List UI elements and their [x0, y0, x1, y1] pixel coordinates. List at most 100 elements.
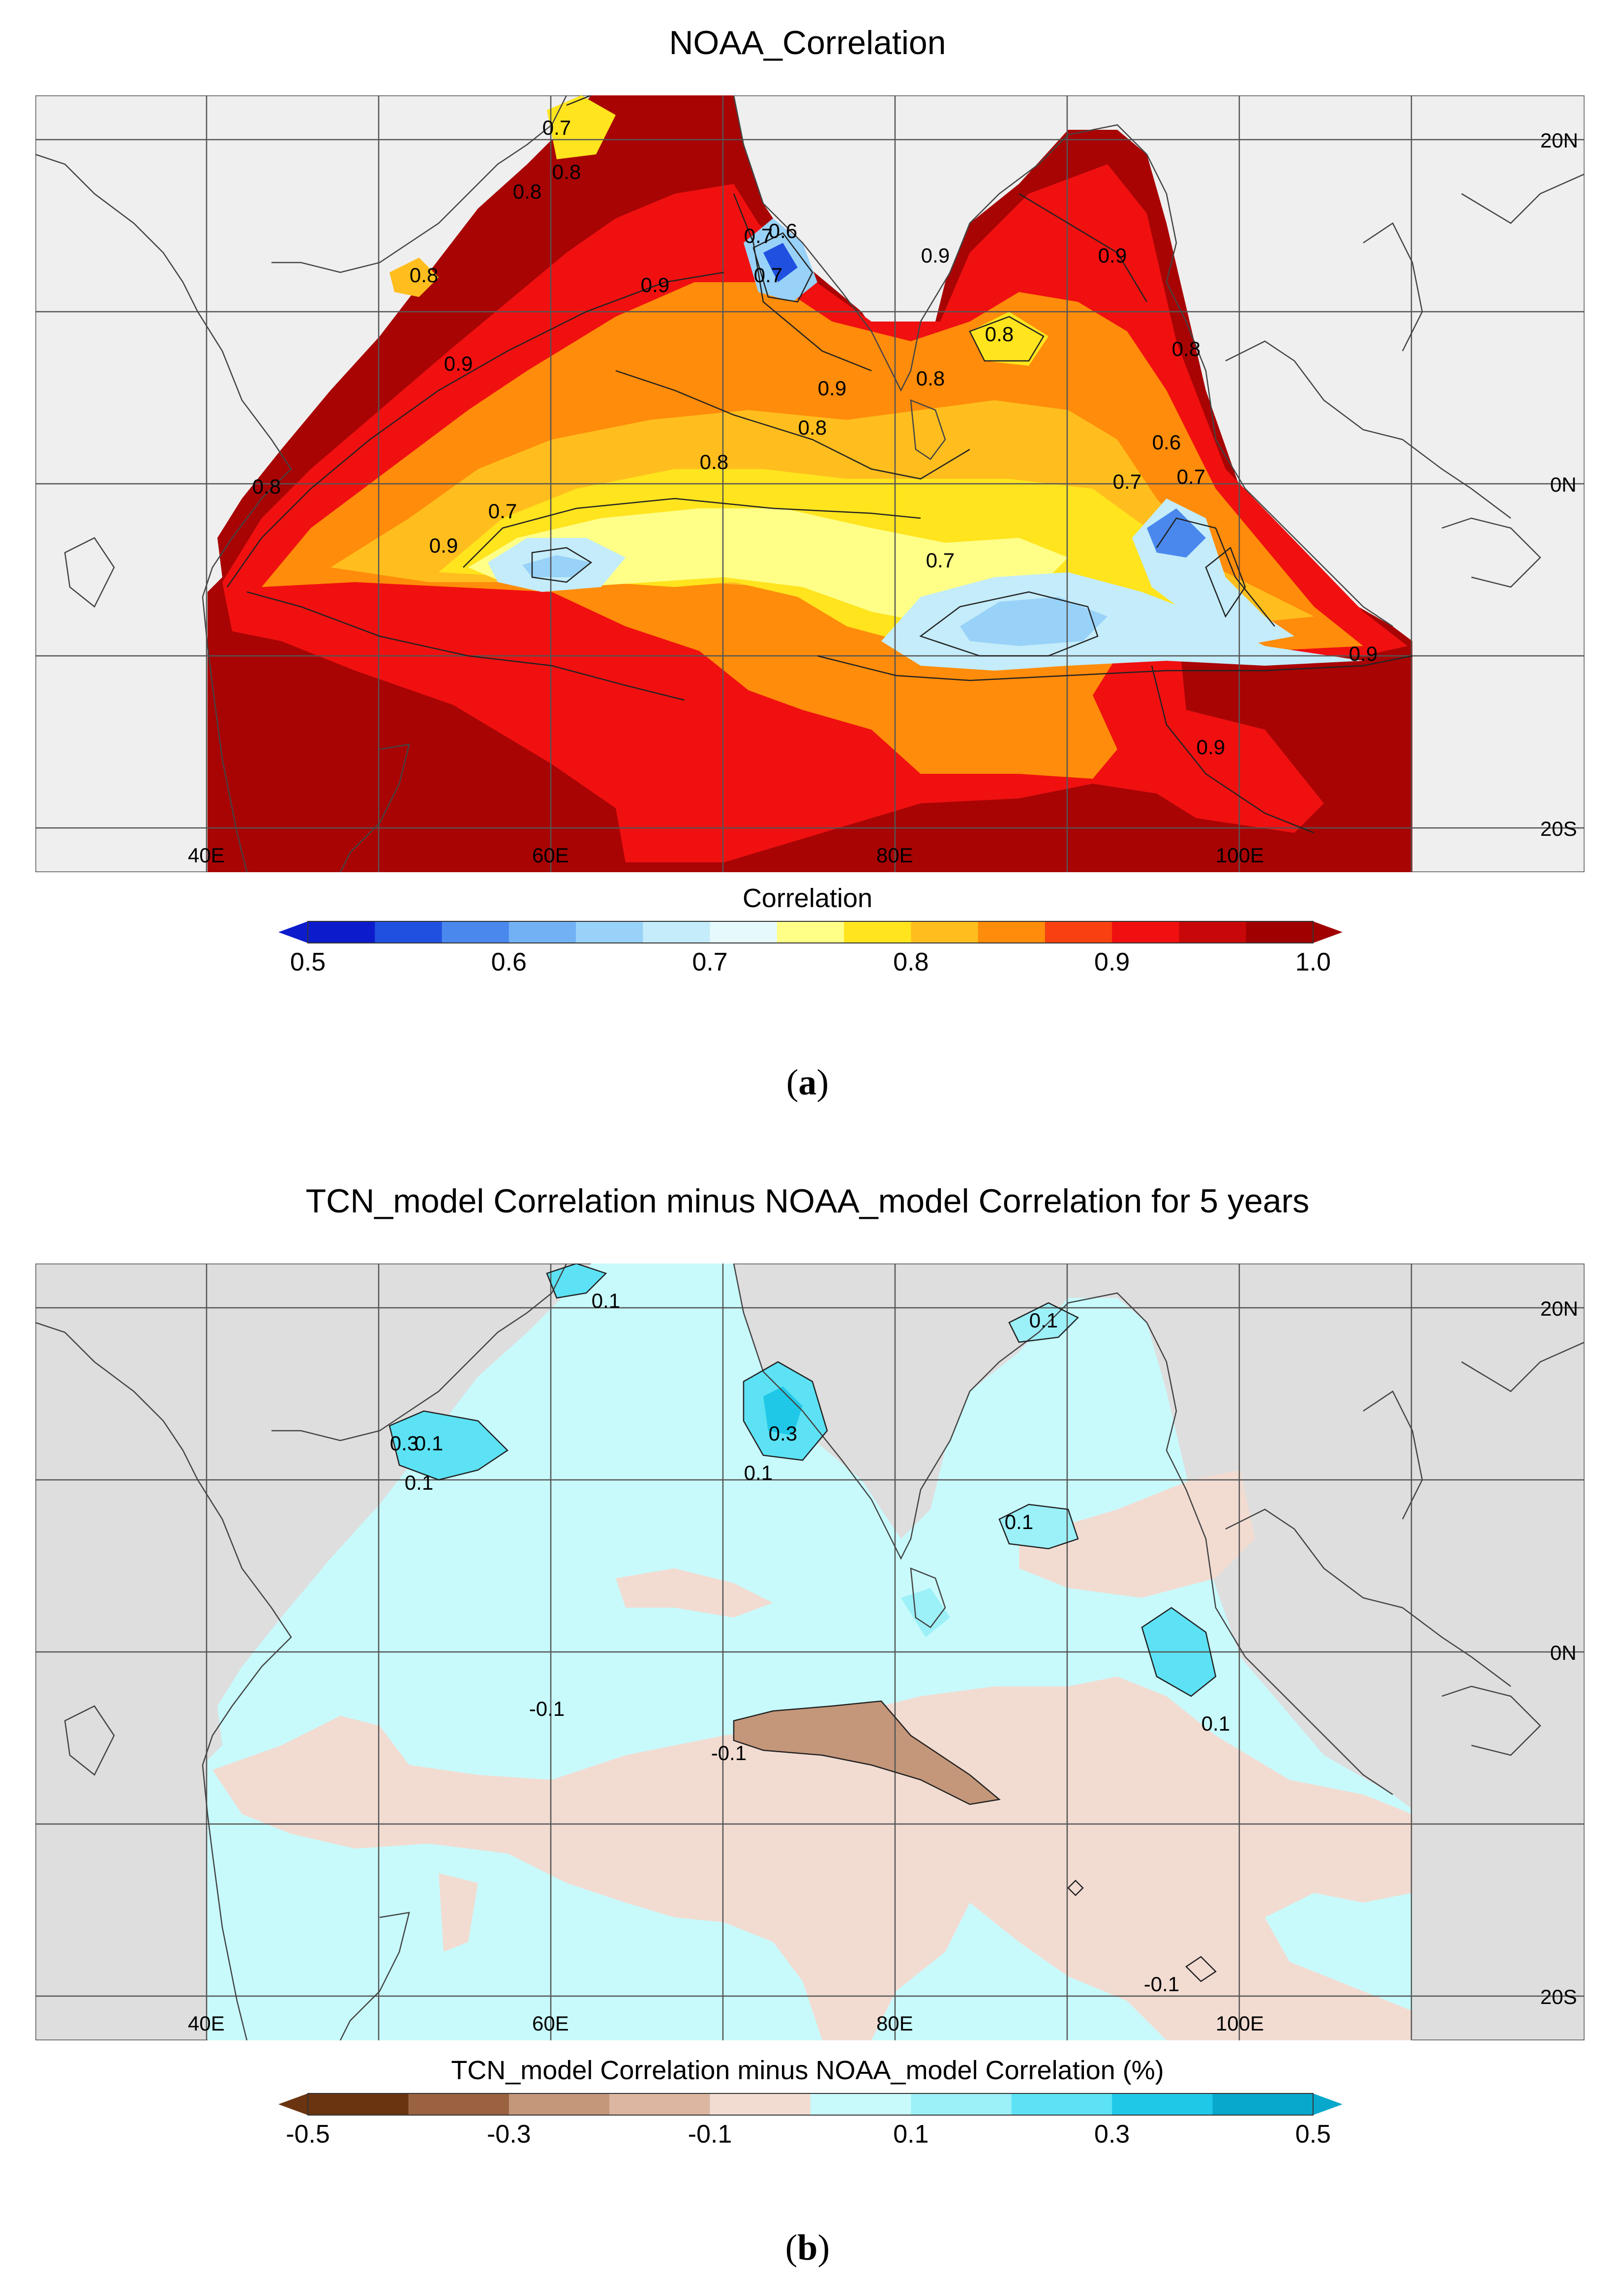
colorbar-swatch	[442, 921, 509, 943]
caption-letter: a	[798, 1062, 817, 1103]
contour-label: 0.1	[415, 1432, 443, 1455]
lon-label: 80E	[876, 844, 913, 867]
colorbar-tick-label: 0.1	[893, 2120, 928, 2149]
contour-label: -0.1	[529, 1697, 565, 1720]
difference-map: 0.1 0.1 0.3 0.1 0.1 0.3 0.1 0.1 -0.1 -0.…	[35, 1264, 1585, 2040]
contour-label: 0.1	[1005, 1510, 1033, 1533]
colorbar-swatch	[1112, 921, 1179, 943]
pos-bay	[999, 1504, 1078, 1549]
colorbar-outline	[307, 2093, 1314, 2116]
colorbar-tick-label: -0.5	[286, 2120, 330, 2149]
colorbar-swatch	[911, 2093, 1012, 2115]
colorbar-swatch	[1045, 921, 1112, 943]
colorbar-swatch	[408, 2093, 509, 2115]
contour-label: 0.9	[818, 377, 846, 400]
contour-label-group: 0.7 0.8 0.8 0.8 0.7 0.6 0.7 0.8 0.9 0.9 …	[252, 116, 1377, 759]
grid-lines	[35, 1264, 1585, 2040]
contour-label: 0.8	[798, 416, 827, 439]
contour-label: 0.8	[700, 450, 728, 473]
lon-label: 100E	[1216, 2012, 1264, 2035]
contour-label: 0.8	[410, 264, 438, 287]
contour-label: 0.9	[1196, 736, 1225, 759]
correlation-map: 0.7 0.8 0.8 0.8 0.7 0.6 0.7 0.8 0.9 0.9 …	[35, 95, 1585, 872]
negative-region	[212, 1677, 1412, 2040]
lon-label: 60E	[532, 844, 569, 867]
colorbar-swatch	[609, 2093, 711, 2115]
lat-label: 0N	[1550, 473, 1577, 496]
colorbar-swatch	[375, 921, 443, 943]
panel-caption: (a)	[786, 1062, 829, 1103]
contour-label: 0.1	[1029, 1309, 1058, 1332]
colorbar-swatch	[978, 921, 1046, 943]
lon-label: 60E	[532, 2012, 569, 2035]
contour-label: 0.9	[921, 244, 950, 267]
contour-label: 0.1	[1201, 1712, 1230, 1735]
colorbar-tick-label: 0.5	[1295, 2120, 1331, 2149]
pool-andaman-core	[1147, 508, 1206, 558]
axis-labels: 40E 60E 80E 100E 20N 0N 20S	[188, 129, 1578, 867]
colorbar-swatch	[1011, 2093, 1112, 2115]
pos-bengal	[1009, 1303, 1078, 1342]
colorbar-title: Correlation	[742, 883, 873, 913]
colorbar-tick-label: 0.3	[1094, 2120, 1130, 2149]
colorbar-tick-label: 1.0	[1295, 948, 1331, 976]
contour-label: 0.9	[1349, 642, 1377, 665]
contour-label: 0.1	[405, 1471, 433, 1494]
contour-label: 0.6	[769, 219, 797, 242]
lon-label: 40E	[188, 2012, 225, 2035]
contour-label: 0.8	[552, 160, 581, 183]
colorbar-swatch	[308, 921, 375, 943]
colorbar-swatch	[710, 921, 778, 943]
colorbar-tick-label: 0.6	[491, 948, 527, 976]
colorbar-swatch	[508, 921, 576, 943]
contour-label: 0.9	[429, 534, 458, 557]
contour-label: 0.7	[1177, 465, 1205, 488]
coastlines	[35, 95, 1585, 872]
coastlines	[35, 1264, 1585, 2040]
contour-label: 0.1	[592, 1289, 620, 1312]
contour-label: 0.9	[1098, 244, 1127, 267]
lat-label: 20S	[1540, 817, 1577, 840]
colorbar-swatch	[810, 2093, 911, 2115]
lon-label: 100E	[1216, 844, 1264, 867]
colorbar-swatch	[1112, 2093, 1213, 2115]
colorbar-swatch	[643, 921, 711, 943]
contour-label: 0.8	[513, 180, 541, 203]
colorbar-swatch	[777, 921, 844, 943]
colorbar-outline	[307, 921, 1314, 943]
contour-label: 0.7	[754, 264, 782, 287]
contour-lines	[226, 95, 1413, 834]
panel-a: NOAA_Correlation	[0, 0, 1615, 1131]
pool-oman	[389, 258, 439, 297]
colorbar-swatch	[710, 2093, 811, 2115]
caption-letter: b	[797, 2228, 818, 2268]
lat-label: 20S	[1540, 1985, 1577, 2008]
colorbar-over-arrow	[1313, 921, 1343, 943]
negative-region-north	[616, 1568, 773, 1618]
pool-arabian-core	[763, 243, 798, 282]
pos-srilanka	[901, 1588, 950, 1637]
negative-region-bay	[1019, 1470, 1255, 1598]
contour-label: 0.7	[1113, 470, 1141, 493]
contour-label: 0.9	[444, 352, 473, 375]
colorbar-tick-label: 0.5	[290, 948, 326, 976]
lon-label: 40E	[188, 844, 225, 867]
pool-north-coast	[547, 95, 616, 159]
contour-label-group: 0.1 0.1 0.3 0.1 0.1 0.3 0.1 0.1 -0.1 -0.…	[390, 1289, 1230, 1996]
contour-label: 0.7	[488, 500, 517, 523]
pool-bay-north	[970, 312, 1048, 366]
contour-label: 0.6	[1152, 431, 1181, 454]
pool-west-core	[522, 555, 591, 577]
colorbar-swatch	[1246, 921, 1314, 943]
colorbar-under-arrow	[278, 2093, 308, 2115]
strong-negative	[734, 1701, 999, 1804]
contour-label: 0.1	[744, 1461, 773, 1484]
contour-label: 0.8	[252, 475, 281, 498]
panel-b: TCN_model Correlation minus NOAA_model C…	[0, 1165, 1615, 2296]
axis-labels: 40E 60E 80E 100E 20N 0N 20S	[188, 1297, 1578, 2035]
contour-label: 0.9	[641, 273, 669, 296]
colorbar: -0.5 -0.3 -0.1 0.1 0.3 0.5	[278, 2093, 1343, 2149]
contour-label: 0.8	[1172, 337, 1200, 360]
colorbar-tick-label: -0.1	[688, 2120, 732, 2149]
pool-east-core	[960, 597, 1107, 646]
